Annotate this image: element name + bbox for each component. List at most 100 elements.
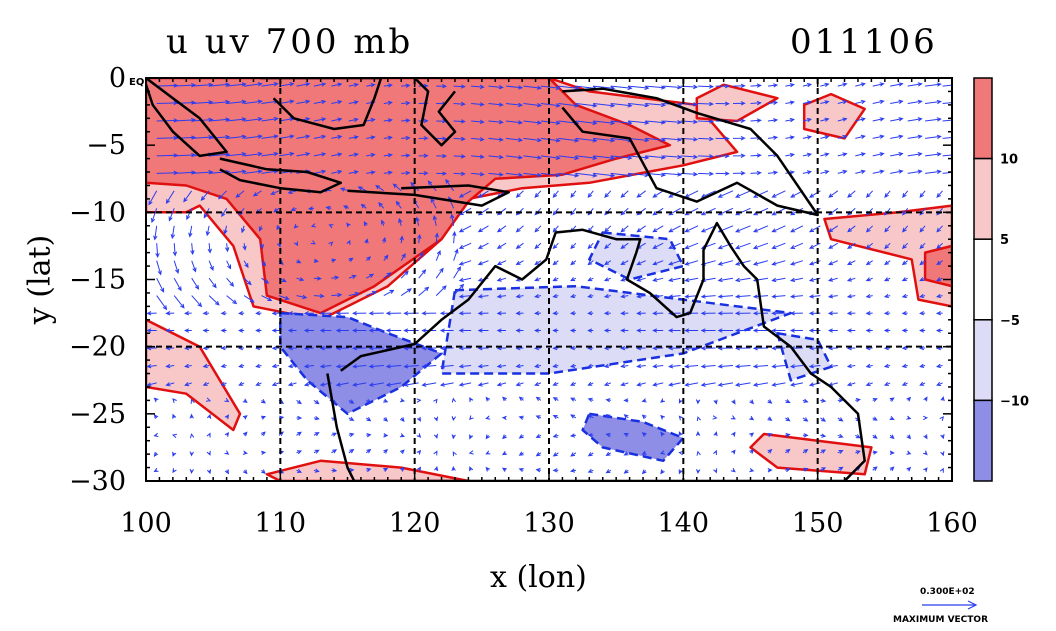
wind-vector xyxy=(261,399,266,404)
wind-vector xyxy=(907,82,923,87)
wind-vector xyxy=(534,225,542,233)
wind-vector xyxy=(569,310,576,316)
wind-vector xyxy=(889,450,895,455)
wind-vector xyxy=(936,242,943,250)
wind-vector xyxy=(837,417,844,422)
wind-vector xyxy=(663,172,683,177)
wind-vector xyxy=(925,82,942,87)
wind-vector xyxy=(477,242,489,249)
wind-vector xyxy=(802,152,813,157)
wind-vector xyxy=(906,466,912,472)
wind-vector xyxy=(678,415,684,421)
wind-vector xyxy=(206,413,212,419)
wind-vector xyxy=(552,277,559,282)
wind-vector xyxy=(790,225,804,233)
wind-vector xyxy=(604,260,612,266)
wind-vector xyxy=(325,205,332,211)
wind-vector xyxy=(855,152,866,157)
wind-vector xyxy=(331,432,338,437)
wind-vector xyxy=(684,225,699,233)
x-tick-label: 120 xyxy=(389,508,441,539)
wind-vector xyxy=(820,467,827,472)
wind-vector xyxy=(226,99,247,105)
wind-vector xyxy=(865,328,873,333)
wind-vector xyxy=(200,190,210,201)
wind-vector xyxy=(383,100,393,106)
wind-vector xyxy=(366,273,375,279)
wind-vector xyxy=(558,172,580,178)
wind-vector xyxy=(505,120,524,125)
wind-vector xyxy=(808,311,821,316)
wind-vector xyxy=(919,293,926,299)
wind-vector xyxy=(668,242,681,249)
wind-vector xyxy=(652,260,664,266)
wind-vector xyxy=(515,190,524,198)
wind-vector xyxy=(652,328,664,333)
wind-vector xyxy=(469,415,474,421)
wind-vector xyxy=(940,434,945,440)
wind-vector xyxy=(515,363,524,369)
wind-vector xyxy=(713,399,718,405)
wind-vector xyxy=(453,248,459,261)
wind-vector xyxy=(226,117,247,122)
wind-vector xyxy=(436,171,448,176)
wind-vector xyxy=(458,311,472,316)
wind-vector xyxy=(293,223,299,229)
wind-vector xyxy=(587,190,594,198)
wind-vector xyxy=(383,449,389,454)
wind-vector xyxy=(534,311,541,316)
wind-vector xyxy=(270,190,280,195)
wind-vector xyxy=(889,397,895,402)
wind-vector xyxy=(535,396,542,402)
wind-vector xyxy=(258,225,263,232)
wind-vector xyxy=(183,190,193,203)
wind-vector xyxy=(695,430,701,436)
wind-vector xyxy=(496,225,507,233)
wind-vector xyxy=(837,466,844,471)
wind-vector xyxy=(335,382,349,387)
wind-vector xyxy=(206,432,211,438)
wind-vector xyxy=(453,171,466,177)
wind-vector xyxy=(919,260,926,266)
wind-vector xyxy=(271,363,280,369)
wind-vector xyxy=(243,260,249,269)
wind-vector xyxy=(659,450,665,455)
wind-vector xyxy=(535,433,542,438)
wind-vector xyxy=(156,260,162,276)
wind-vector xyxy=(418,269,427,279)
wind-vector xyxy=(296,259,302,264)
wind-vector xyxy=(569,328,576,333)
wind-vector xyxy=(587,260,594,266)
wind-vector xyxy=(855,134,866,139)
wind-vector xyxy=(485,434,491,440)
wind-vector xyxy=(439,382,454,387)
wind-vector xyxy=(802,417,809,422)
wind-vector xyxy=(785,433,791,438)
wind-vector xyxy=(767,135,779,140)
wind-vector xyxy=(919,328,926,333)
wind-vector xyxy=(261,415,267,420)
wind-vector xyxy=(242,450,248,455)
wind-vector xyxy=(342,205,350,210)
wind-vector xyxy=(820,100,830,105)
wind-vector xyxy=(587,452,594,457)
x-tick-label: 110 xyxy=(255,508,307,539)
wind-vector xyxy=(515,328,524,333)
wind-vector xyxy=(331,468,338,473)
wind-vector xyxy=(296,152,311,157)
wind-vector xyxy=(636,190,646,198)
wind-vector xyxy=(587,381,594,386)
wind-vector xyxy=(552,452,559,457)
wind-vector xyxy=(433,450,438,456)
wind-vector xyxy=(865,260,873,266)
wind-vector xyxy=(451,416,457,422)
wind-vector xyxy=(752,190,769,198)
wind-vector xyxy=(636,311,646,316)
wind-vector xyxy=(416,466,421,472)
wind-vector xyxy=(717,277,734,283)
wind-vector xyxy=(847,225,856,233)
wind-vector xyxy=(401,100,411,106)
wind-vector xyxy=(872,450,878,455)
wind-vector xyxy=(789,364,803,369)
wind-vector xyxy=(610,172,633,178)
